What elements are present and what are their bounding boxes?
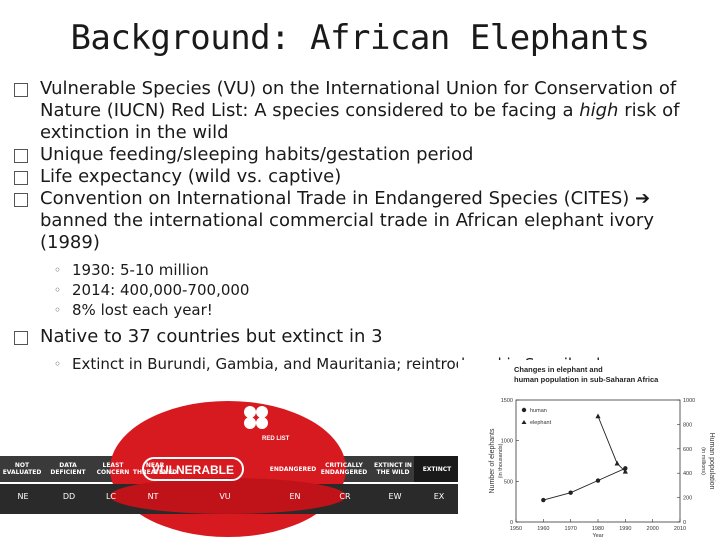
iucn-abbreviation: EW	[388, 492, 402, 501]
bullet-item: □ Native to 37 countries but extinct in …	[14, 326, 704, 348]
y-tick-label: 1000	[501, 439, 513, 445]
chart-title-line2: human population in sub-Saharan Africa	[514, 375, 659, 384]
data-point-human	[595, 478, 601, 483]
bullet-text: Convention on International Trade in End…	[40, 188, 704, 254]
bullet-text: Vulnerable Species (VU) on the Internati…	[40, 78, 704, 144]
red-list-logo-text: RED LIST	[262, 436, 290, 442]
data-point-human	[568, 490, 573, 495]
y-axis-label-unit: (in thousands)	[498, 443, 504, 478]
red-list-logo	[244, 406, 268, 429]
chart-title-line1: Changes in elephant and	[514, 365, 603, 374]
legend-elephant-label: elephant	[530, 420, 552, 426]
iucn-red-list-banner: RED LIST VULNERABLE	[0, 401, 460, 537]
bullet-item: □ Life expectancy (wild vs. captive)	[14, 166, 704, 188]
bullet-text: Life expectancy (wild vs. captive)	[40, 166, 342, 187]
x-tick-label: 1990	[619, 526, 631, 532]
y2-tick-label: 800	[683, 422, 692, 428]
iucn-category-label: NEAR THREATENED	[132, 462, 178, 476]
bullet-text-part: Vulnerable Species (VU) on the Internati…	[40, 78, 677, 121]
square-bullet-icon: □	[14, 171, 28, 185]
bullet-emphasis: high	[579, 100, 619, 121]
sub-bullet-item: ◦ 8% lost each year!	[54, 300, 704, 320]
vulnerable-pill	[142, 457, 244, 481]
data-point-human	[623, 466, 628, 471]
bullet-item: □ Unique feeding/sleeping habits/gestati…	[14, 144, 704, 166]
legend-elephant-marker	[521, 420, 527, 424]
data-point-human	[541, 497, 546, 503]
iucn-category-label: EXTINCT IN THE WILD	[374, 462, 412, 476]
population-chart: Changes in elephant and human population…	[458, 360, 720, 540]
iucn-abbreviation: DD	[62, 492, 76, 501]
legend-human-marker	[521, 407, 527, 413]
iucn-abbreviation: EX	[433, 492, 445, 501]
sub-bullet-item: ◦ 1930: 5-10 million	[54, 260, 704, 280]
sub-bullet-text: 1930: 5-10 million	[72, 261, 209, 279]
iucn-category-label: DATA DEFICIENT	[50, 462, 86, 476]
data-point-elephant	[622, 468, 628, 474]
iucn-category-label: CRITICALLY ENDANGERED	[320, 462, 368, 476]
circle-bullet-icon: ◦	[54, 357, 62, 371]
y2-axis-label-unit: (in millions)	[700, 447, 706, 475]
square-bullet-icon: □	[14, 193, 28, 207]
iucn-category-label: ENDANGERED	[269, 465, 317, 473]
vulnerable-label: VULNERABLE	[152, 463, 234, 477]
y2-tick-label: 1000	[683, 398, 695, 404]
circle-bullet-icon: ◦	[54, 303, 62, 317]
bullet-list: □ Vulnerable Species (VU) on the Interna…	[14, 78, 704, 374]
x-tick-label: 1980	[592, 526, 604, 532]
square-bullet-icon: □	[14, 331, 28, 345]
x-axis-label: Year	[592, 533, 603, 539]
page-title: Background: African Elephants	[70, 18, 650, 58]
iucn-category-label: LEAST CONCERN	[96, 462, 130, 476]
y2-tick-label: 0	[683, 520, 686, 526]
right-arrow-icon: ➔	[635, 188, 651, 209]
chart-background	[458, 360, 720, 540]
y-axis-label: Number of elephants	[489, 428, 496, 493]
iucn-abbreviation: LC	[105, 492, 117, 501]
bullet-item: □ Vulnerable Species (VU) on the Interna…	[14, 78, 704, 144]
bullet-text: Native to 37 countries but extinct in 3	[40, 326, 383, 347]
circle-bullet-icon: ◦	[54, 283, 62, 297]
y2-tick-label: 400	[683, 471, 692, 477]
iucn-abbreviation: CR	[339, 492, 351, 501]
iucn-abbreviation: EN	[289, 492, 301, 501]
series-line-human	[543, 467, 626, 501]
highlight-lower	[110, 478, 346, 514]
bullet-item: □ Convention on International Trade in E…	[14, 188, 704, 254]
bullet-text-part: Convention on International Trade in End…	[40, 188, 636, 209]
x-tick-label: 1950	[510, 526, 522, 532]
circle-bullet-icon: ◦	[54, 263, 62, 277]
data-point-elephant	[614, 460, 620, 466]
x-tick-label: 1960	[537, 526, 549, 532]
extinct-segment	[414, 456, 460, 482]
y-tick-label: 1500	[501, 398, 513, 404]
y2-tick-label: 600	[683, 447, 692, 453]
bullet-text-part: risk of extinction in the wild	[40, 100, 680, 143]
square-bullet-icon: □	[14, 83, 28, 97]
bullet-text: Unique feeding/sleeping habits/gestation…	[40, 144, 474, 165]
y-tick-label: 500	[504, 479, 513, 485]
x-tick-label: 1970	[565, 526, 577, 532]
iucn-abbreviation: VU	[219, 492, 231, 501]
y2-axis-label: Human population	[708, 433, 715, 490]
sub-bullet-item: ◦ 2014: 400,000-700,000	[54, 280, 704, 300]
x-tick-label: 2010	[674, 526, 686, 532]
iucn-category-label: NOT EVALUATED	[2, 462, 42, 476]
sub-bullet-text: 2014: 400,000-700,000	[72, 281, 250, 299]
iucn-category-label: EXTINCT	[422, 465, 452, 473]
legend-human-label: human	[530, 408, 547, 414]
chart-plot-area: 0 500 1000 1500 0 200 400 600 800 1000 1950 1960 197…	[489, 398, 715, 539]
iucn-abbreviation: NE	[17, 492, 29, 501]
square-bullet-icon: □	[14, 149, 28, 163]
sub-bullet-text: 8% lost each year!	[72, 301, 213, 319]
y2-tick-label: 200	[683, 496, 692, 502]
x-tick-label: 2000	[647, 526, 659, 532]
bullet-text-part: banned the international commercial trad…	[40, 210, 654, 253]
iucn-abbreviation: NT	[147, 492, 159, 501]
y-tick-label: 0	[510, 520, 513, 526]
data-point-elephant	[595, 413, 601, 419]
